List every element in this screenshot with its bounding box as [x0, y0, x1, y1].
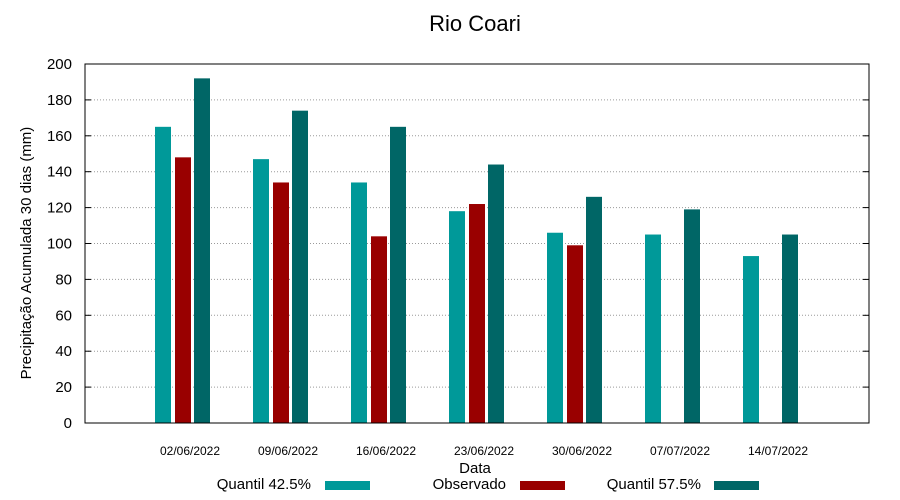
- bar-observado-1: [273, 182, 289, 423]
- bar-quantil-42-5--2: [351, 182, 367, 423]
- y-tick-label: 200: [47, 56, 72, 73]
- x-tick-label: 30/06/2022: [552, 444, 612, 458]
- legend-swatch: [325, 481, 370, 490]
- bar-quantil-57-5--1: [292, 110, 308, 424]
- bar-observado-3: [469, 204, 485, 423]
- legend-swatch: [714, 481, 759, 490]
- y-tick-label: 40: [55, 343, 72, 360]
- bar-quantil-42-5--1: [253, 159, 269, 423]
- chart-title: Rio Coari: [429, 11, 521, 36]
- bar-quantil-57-5--6: [782, 234, 798, 423]
- bar-observado-2: [371, 236, 387, 423]
- bar-observado-4: [567, 245, 583, 423]
- bar-quantil-42-5--6: [743, 256, 759, 423]
- bar-quantil-42-5--0: [155, 126, 171, 423]
- bar-quantil-57-5--5: [684, 209, 700, 423]
- y-tick-label: 140: [47, 164, 72, 181]
- legend-label: Quantil 42.5%: [217, 476, 311, 493]
- bar-quantil-42-5--4: [547, 232, 563, 423]
- y-axis-label: Precipitação Acumulada 30 dias (mm): [18, 127, 35, 380]
- x-tick-label: 09/06/2022: [258, 444, 318, 458]
- legend-swatch: [520, 481, 565, 490]
- y-tick-label: 100: [47, 236, 72, 253]
- legend-label: Observado: [433, 476, 506, 493]
- x-axis-label: Data: [459, 460, 491, 477]
- x-tick-label: 14/07/2022: [748, 444, 808, 458]
- y-tick-label: 120: [47, 200, 72, 217]
- plot-frame: [84, 63, 870, 424]
- bar-quantil-42-5--3: [449, 211, 465, 423]
- y-tick-label: 80: [55, 271, 72, 288]
- x-tick-label: 23/06/2022: [454, 444, 514, 458]
- y-tick-label: 180: [47, 92, 72, 109]
- bar-quantil-57-5--0: [194, 78, 210, 424]
- bar-quantil-57-5--2: [390, 126, 406, 423]
- bars: [155, 78, 798, 424]
- y-tick-label: 0: [64, 415, 72, 432]
- y-axis-ticks: 0 20 40 60 80 100 120 140 160 180 200: [47, 56, 869, 432]
- y-tick-label: 20: [55, 379, 72, 396]
- bar-quantil-57-5--4: [586, 196, 602, 423]
- bar-quantil-42-5--5: [645, 234, 661, 423]
- x-tick-label: 02/06/2022: [160, 444, 220, 458]
- bar-observado-0: [175, 157, 191, 423]
- legend-label: Quantil 57.5%: [607, 476, 701, 493]
- y-tick-label: 160: [47, 128, 72, 145]
- y-tick-label: 60: [55, 307, 72, 324]
- x-axis-ticks: 02/06/2022 09/06/2022 16/06/2022 23/06/2022…: [160, 444, 808, 458]
- x-tick-label: 07/07/2022: [650, 444, 710, 458]
- legend: Quantil 42.5% Observado Quantil 57.5%: [217, 476, 759, 493]
- bar-quantil-57-5--3: [488, 164, 504, 423]
- x-tick-label: 16/06/2022: [356, 444, 416, 458]
